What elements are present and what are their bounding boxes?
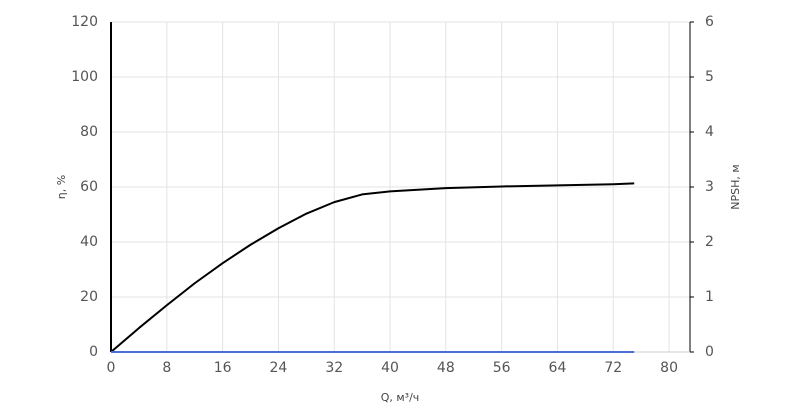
y-tick-label: 80: [80, 124, 98, 140]
y-axis-title: η, %: [55, 175, 68, 199]
y2-tick-label: 1: [705, 289, 714, 305]
y2-axis-title: NPSH, м: [729, 164, 742, 209]
x-tick-label: 40: [381, 360, 399, 376]
y2-tick-label: 6: [705, 14, 714, 30]
y2-tick-label: 2: [705, 234, 714, 250]
y2-tick-label: 3: [705, 179, 714, 195]
y-tick-label: 120: [71, 14, 98, 30]
x-axis-title: Q, м³/ч: [381, 391, 420, 404]
x-tick-label: 56: [493, 360, 511, 376]
y-tick-label: 40: [80, 234, 98, 250]
x-tick-label: 32: [325, 360, 343, 376]
y-tick-label: 60: [80, 179, 98, 195]
x-tick-label: 72: [604, 360, 622, 376]
y2-tick-label: 5: [705, 69, 714, 85]
y-tick-label: 0: [89, 344, 98, 360]
y-tick-label: 100: [71, 69, 98, 85]
x-tick-label: 8: [162, 360, 171, 376]
y2-tick-label: 0: [705, 344, 714, 360]
x-tick-label: 64: [549, 360, 567, 376]
x-tick-label: 80: [660, 360, 678, 376]
y2-tick-label: 4: [705, 124, 714, 140]
data-line: [110, 182, 635, 353]
y-tick-label: 20: [80, 289, 98, 305]
x-tick-label: 48: [437, 360, 455, 376]
x-tick-label: 24: [270, 360, 288, 376]
x-tick-label: 16: [214, 360, 232, 376]
x-tick-label: 0: [107, 360, 116, 376]
